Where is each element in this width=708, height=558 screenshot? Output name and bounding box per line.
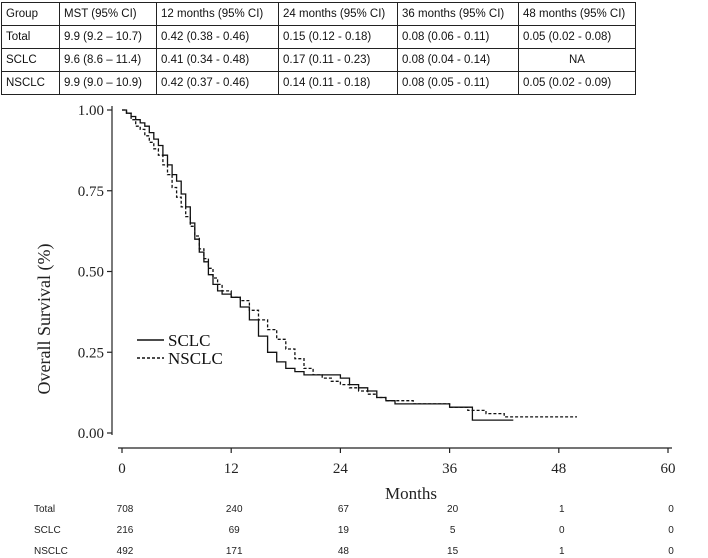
- y-tick-label: 0.50: [78, 265, 104, 281]
- at-risk-row-label: NSCLC: [34, 546, 68, 557]
- header-cell: 12 months (95% CI): [156, 2, 279, 26]
- header-cell: 36 months (95% CI): [397, 2, 519, 26]
- at-risk-count: 708: [117, 504, 134, 515]
- table-cell: 0.08 (0.04 - 0.14): [397, 48, 519, 72]
- at-risk-count: 0: [668, 504, 674, 515]
- table-cell: 0.41 (0.34 - 0.48): [156, 48, 279, 72]
- table-cell: Total: [1, 25, 60, 49]
- at-risk-count: 69: [229, 525, 241, 536]
- y-tick-labels: 0.00 0.25 0.50 0.75 1.00: [78, 103, 104, 442]
- survival-summary-table: Group MST (95% CI) 12 months (95% CI) 24…: [1, 2, 636, 95]
- at-risk-table: Total 708 240 67 20 1 0 SCLC 216 69 19 5 0 0 NSCLC 492 1…: [34, 504, 674, 557]
- y-tick-label: 0.25: [78, 345, 104, 361]
- at-risk-row-label: Total: [34, 504, 55, 515]
- at-risk-count: 171: [226, 546, 243, 557]
- legend-label-nsclc: NSCLC: [168, 349, 223, 368]
- at-risk-count: 240: [226, 504, 243, 515]
- table-cell: 0.05 (0.02 - 0.09): [518, 71, 636, 95]
- table-cell: 9.6 (8.6 – 11.4): [59, 48, 157, 72]
- table-cell: 0.05 (0.02 - 0.08): [518, 25, 636, 49]
- chart-axes: [107, 106, 672, 453]
- at-risk-count: 0: [559, 525, 565, 536]
- curve-sclc: [122, 109, 514, 421]
- at-risk-count: 48: [338, 546, 350, 557]
- table-cell: 0.17 (0.11 - 0.23): [278, 48, 398, 72]
- x-tick-label: 12: [224, 461, 239, 477]
- at-risk-count: 19: [338, 525, 350, 536]
- table-cell: 0.08 (0.06 - 0.11): [397, 25, 519, 49]
- table-cell: 0.08 (0.05 - 0.11): [397, 71, 519, 95]
- header-cell: 24 months (95% CI): [278, 2, 398, 26]
- table-header-row: Group MST (95% CI) 12 months (95% CI) 24…: [1, 2, 636, 26]
- x-tick-label: 0: [118, 461, 126, 477]
- y-tick-label: 0.75: [78, 184, 104, 200]
- x-tick-label: 36: [442, 461, 458, 477]
- at-risk-count: 216: [117, 525, 134, 536]
- at-risk-row-label: SCLC: [34, 525, 61, 536]
- header-cell: 48 months (95% CI): [518, 2, 636, 26]
- at-risk-count: 492: [117, 546, 134, 557]
- at-risk-count: 1: [559, 504, 565, 515]
- at-risk-count: 5: [450, 525, 456, 536]
- table-row: SCLC 9.6 (8.6 – 11.4) 0.41 (0.34 - 0.48)…: [1, 48, 636, 72]
- at-risk-count: 20: [447, 504, 459, 515]
- survival-curves: [122, 109, 577, 421]
- table-cell: SCLC: [1, 48, 60, 72]
- at-risk-count: 67: [338, 504, 350, 515]
- y-tick-label: 0.00: [78, 426, 104, 442]
- table-cell: 0.42 (0.37 - 0.46): [156, 71, 279, 95]
- header-cell: MST (95% CI): [59, 2, 157, 26]
- table-row: Total 9.9 (9.2 – 10.7) 0.42 (0.38 - 0.46…: [1, 25, 636, 49]
- x-tick-labels: 0 12 24 36 48 60: [118, 461, 675, 477]
- y-axis-label: Overall Survival (%): [34, 244, 55, 395]
- legend-label-sclc: SCLC: [168, 331, 211, 350]
- table-cell: 0.15 (0.12 - 0.18): [278, 25, 398, 49]
- x-tick-label: 24: [333, 461, 349, 477]
- table-row: NSCLC 9.9 (9.0 – 10.9) 0.42 (0.37 - 0.46…: [1, 71, 636, 95]
- table-cell: 0.42 (0.38 - 0.46): [156, 25, 279, 49]
- at-risk-count: 0: [668, 525, 674, 536]
- curve-nsclc: [122, 109, 577, 418]
- table-cell: 0.14 (0.11 - 0.18): [278, 71, 398, 95]
- legend: SCLC NSCLC: [137, 331, 223, 368]
- x-axis-label: Months: [385, 484, 437, 503]
- at-risk-count: 15: [447, 546, 459, 557]
- at-risk-count: 0: [668, 546, 674, 557]
- kaplan-meier-chart: 0.00 0.25 0.50 0.75 1.00 0 12 24 36 48 60 Overall…: [34, 103, 676, 557]
- y-tick-label: 1.00: [78, 103, 104, 119]
- at-risk-count: 1: [559, 546, 565, 557]
- table-cell: 9.9 (9.0 – 10.9): [59, 71, 157, 95]
- table-cell: NSCLC: [1, 71, 60, 95]
- x-tick-label: 48: [551, 461, 566, 477]
- table-cell: NA: [518, 48, 636, 72]
- table-cell: 9.9 (9.2 – 10.7): [59, 25, 157, 49]
- x-tick-label: 60: [661, 461, 676, 477]
- header-cell: Group: [1, 2, 60, 26]
